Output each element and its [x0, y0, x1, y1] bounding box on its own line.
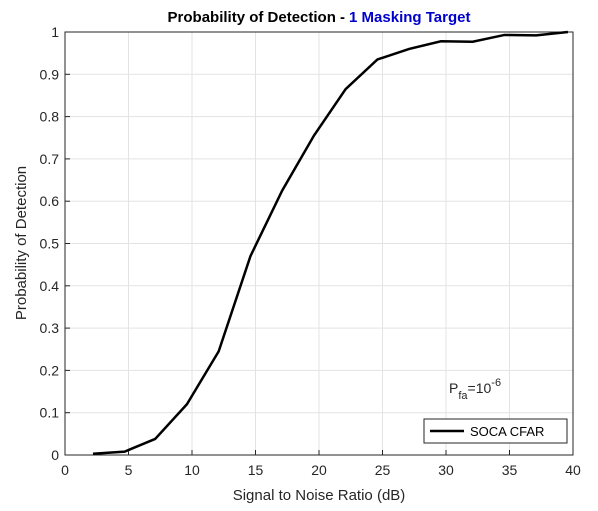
chart-title: Probability of Detection -1 Masking Targ…: [168, 9, 471, 26]
legend-label: SOCA CFAR: [470, 424, 544, 439]
annotation-base: P: [449, 380, 458, 396]
y-tick-label: 0.4: [40, 278, 60, 294]
y-tick-label: 0.7: [40, 151, 60, 167]
y-tick-label: 0.1: [40, 405, 60, 421]
y-tick-label: 0.9: [40, 66, 60, 82]
annotation-sub: fa: [458, 390, 468, 402]
title-highlight: 1 Masking Target: [349, 9, 470, 26]
y-axis-label: Probability of Detection: [13, 166, 30, 320]
y-tick-label: 0.8: [40, 109, 60, 125]
x-tick-label: 30: [438, 462, 454, 478]
x-tick-label: 5: [125, 462, 133, 478]
y-tick-label: 0.6: [40, 193, 60, 209]
x-tick-label: 15: [248, 462, 264, 478]
title-text: Probability of Detection -: [168, 9, 346, 26]
x-axis-label: Signal to Noise Ratio (dB): [233, 487, 406, 504]
x-tick-label: 35: [502, 462, 518, 478]
annotation: Pfa=10-6: [449, 377, 501, 402]
annotation-text: =10: [468, 380, 492, 396]
x-tick-label: 20: [311, 462, 327, 478]
y-tick-label: 0.2: [40, 362, 60, 378]
axes-box: [64, 31, 574, 456]
x-tick-label: 10: [184, 462, 200, 478]
annotation-sup: -6: [491, 377, 501, 389]
y-tick-label: 1: [51, 24, 59, 40]
y-tick-label: 0.3: [40, 320, 60, 336]
y-tick-label: 0: [51, 447, 59, 463]
line-series: [92, 30, 569, 455]
x-tick-label: 25: [375, 462, 391, 478]
x-tick-label: 0: [61, 462, 69, 478]
x-tick-label: 40: [565, 462, 581, 478]
y-tick-label: 0.5: [40, 236, 60, 252]
